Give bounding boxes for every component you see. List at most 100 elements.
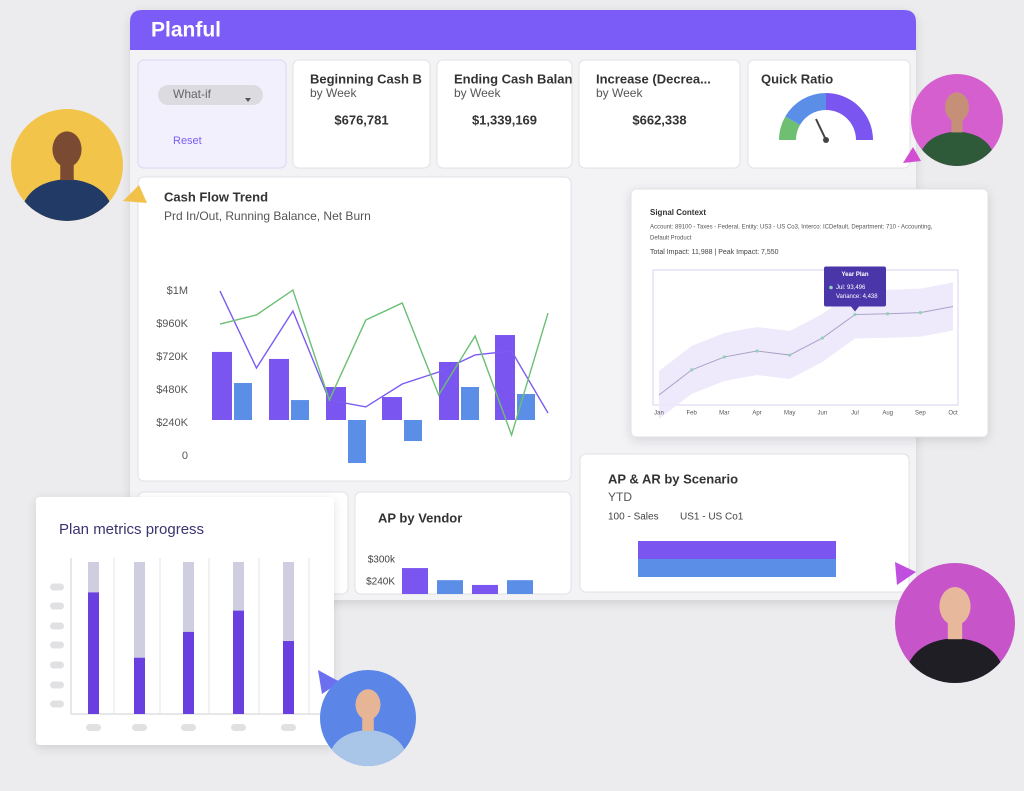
avatar-body <box>327 730 409 766</box>
placeholder-label <box>132 724 147 731</box>
kpi-card-bg <box>436 59 573 169</box>
bar <box>382 397 402 420</box>
avatar-figure <box>19 131 115 221</box>
bar <box>495 335 515 420</box>
plot-frame <box>652 269 959 406</box>
bar <box>269 358 289 420</box>
tooltip-line: Jul: 93,496 <box>836 285 866 291</box>
y-tick-label: $240K <box>366 577 395 588</box>
scenario-bar <box>638 559 836 577</box>
point <box>690 368 694 372</box>
avatar-figure <box>327 689 409 766</box>
avatar-head <box>939 587 971 626</box>
point <box>722 355 726 359</box>
scenario-bar <box>638 541 836 559</box>
bar <box>283 641 294 714</box>
avatar-head <box>355 689 381 720</box>
placeholder-label <box>86 724 101 731</box>
card-subtitle: Prd In/Out, Running Balance, Net Burn <box>164 209 371 223</box>
avatar-head <box>52 131 82 168</box>
y-tick-label: 0 <box>182 450 188 462</box>
placeholder-label <box>281 724 296 731</box>
tooltip-pointer <box>851 306 859 312</box>
control-card <box>137 59 287 169</box>
confidence-band <box>659 282 953 420</box>
card-subtitle: YTD <box>608 490 632 504</box>
reset-link[interactable]: Reset <box>173 135 202 147</box>
placeholder-label <box>50 661 64 669</box>
kpi-card: Beginning Cash Bby Week $676,781 <box>292 59 431 169</box>
x-tick-label: Mar <box>719 411 729 417</box>
kpi-subtitle: by Week <box>310 86 357 100</box>
x-tick-label: Sep <box>915 411 926 417</box>
x-tick-label: Jan <box>654 411 664 417</box>
bar <box>233 610 244 714</box>
kpi-subtitle: by Week <box>596 86 643 100</box>
gauge-hub <box>823 137 829 143</box>
avatar-figure <box>917 92 997 166</box>
avatar-neck <box>362 715 374 731</box>
kpi-card-bg <box>578 59 741 169</box>
legend-label: US1 - US Co1 <box>680 512 744 523</box>
bar <box>348 420 366 464</box>
placeholder-label <box>50 602 64 610</box>
placeholder-label <box>181 724 196 731</box>
signal-impact: Total Impact: 11,988 | Peak Impact: 7,55… <box>650 249 779 256</box>
x-tick-label: May <box>784 411 795 417</box>
bar <box>134 657 145 714</box>
x-tick-label: Apr <box>752 411 761 417</box>
kpi-value: $662,338 <box>632 112 686 127</box>
card-title: Signal Context <box>650 208 706 217</box>
x-tick-label: Aug <box>882 411 893 417</box>
bar <box>183 631 194 714</box>
point <box>755 349 759 353</box>
x-tick-label: Jun <box>817 411 827 417</box>
line <box>658 305 954 396</box>
tooltip-line: Variance: 4,438 <box>836 294 878 300</box>
card-title: Plan metrics progress <box>59 521 204 538</box>
gauge <box>779 92 873 143</box>
placeholder-label <box>231 724 246 731</box>
dropdown[interactable] <box>158 85 263 105</box>
placeholder-label <box>50 700 64 708</box>
x-tick-label: Oct <box>948 411 958 417</box>
avatar <box>11 109 123 221</box>
point <box>820 336 824 340</box>
kpi-title: Ending Cash Balan <box>454 71 573 86</box>
placeholder-label <box>50 622 64 630</box>
kpi-card-bg <box>292 59 431 169</box>
bar-track <box>283 562 294 714</box>
bar <box>234 383 252 420</box>
kpi-value: $676,781 <box>334 112 388 127</box>
point <box>853 312 857 317</box>
pointer <box>123 185 147 203</box>
gauge-needle <box>815 118 827 141</box>
pointer <box>318 670 340 694</box>
legend-label: 100 - Sales <box>608 512 659 523</box>
bar <box>326 387 346 420</box>
tooltip-swatch <box>829 285 833 290</box>
y-tick-label: $960K <box>156 318 188 330</box>
signal-details: Account: 89100 - Taxes - Federal, Entity… <box>650 225 933 231</box>
signal-details: Default Product <box>650 236 692 242</box>
kpi-title: Increase (Decrea... <box>596 71 711 86</box>
line <box>219 290 549 414</box>
kpi-title: Beginning Cash B <box>310 71 422 86</box>
y-tick-label: $240K <box>156 417 188 429</box>
quick-ratio-card <box>747 59 911 169</box>
bar <box>507 580 533 594</box>
kpi-subtitle: by Week <box>454 86 501 100</box>
bar <box>88 592 99 714</box>
point <box>788 353 792 357</box>
pointer <box>903 147 921 163</box>
tooltip-title: Year Plan <box>841 272 868 278</box>
card-title: Quick Ratio <box>761 71 833 86</box>
gauge-segment <box>779 116 801 140</box>
avatar-neck <box>951 117 963 133</box>
bar <box>461 387 479 420</box>
bar <box>212 351 232 420</box>
placeholder-label <box>50 583 64 591</box>
